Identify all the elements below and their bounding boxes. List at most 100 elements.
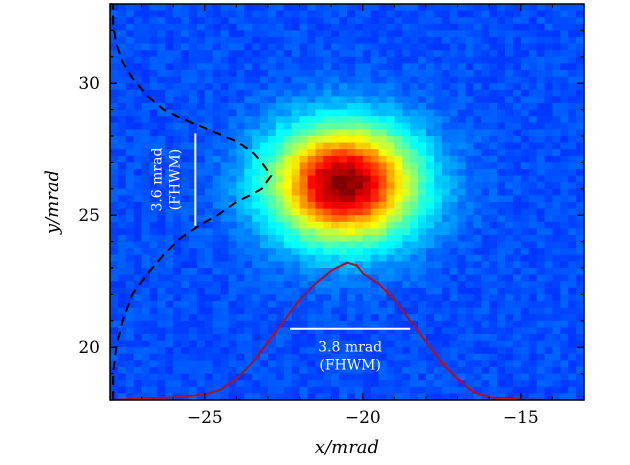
heatmap-cell (568, 103, 577, 111)
heatmap-cell (410, 182, 419, 190)
heatmap-cell (410, 96, 419, 104)
heatmap-cell (331, 83, 340, 91)
heatmap-cell (133, 10, 143, 18)
heatmap-cell (307, 268, 316, 276)
heatmap-cell (505, 63, 514, 71)
heatmap-cell (449, 294, 459, 302)
heatmap-cell (505, 287, 514, 295)
heatmap-cell (441, 169, 451, 177)
heatmap-cell (307, 208, 316, 216)
heatmap-cell (125, 254, 135, 262)
heatmap-cell (568, 248, 577, 256)
heatmap-cell (418, 17, 427, 25)
heatmap-cell (323, 215, 332, 223)
heatmap-cell (410, 353, 419, 361)
heatmap-cell (528, 169, 538, 177)
heatmap-cell (149, 254, 158, 262)
heatmap-cell (315, 89, 324, 97)
heatmap-cell (347, 340, 356, 348)
heatmap-cell (228, 307, 237, 315)
heatmap-cell (133, 30, 143, 38)
heatmap-cell (283, 386, 293, 394)
heatmap-cell (370, 301, 380, 309)
heatmap-cell (315, 129, 324, 137)
heatmap-cell (204, 334, 214, 342)
heatmap-cell (354, 314, 364, 322)
heatmap-cell (157, 314, 166, 322)
heatmap-cell (204, 89, 214, 97)
heatmap-cell (370, 155, 380, 163)
heatmap-cell (489, 327, 498, 335)
heatmap-cell (228, 386, 237, 394)
heatmap-cell (418, 320, 427, 328)
heatmap-cell (244, 301, 253, 309)
heatmap-cell (347, 228, 356, 236)
heatmap-cell (378, 182, 388, 190)
heatmap-cell (449, 162, 459, 170)
heatmap-cell (512, 208, 522, 216)
heatmap-cell (204, 268, 214, 276)
heatmap-cell (331, 274, 340, 282)
heatmap-cell (560, 327, 569, 335)
heatmap-cell (323, 188, 332, 196)
heatmap-cell (394, 380, 403, 388)
heatmap-cell (505, 175, 514, 183)
heatmap-cell (505, 367, 514, 375)
heatmap-cell (117, 221, 127, 229)
heatmap-cell (426, 10, 435, 18)
heatmap-cell (505, 129, 514, 137)
heatmap-cell (141, 103, 151, 111)
heatmap-cell (402, 70, 411, 78)
heatmap-cell (291, 50, 301, 58)
heatmap-cell (283, 17, 293, 25)
heatmap-cell (512, 37, 522, 45)
heatmap-cell (426, 215, 435, 223)
heatmap-cell (497, 4, 506, 12)
heatmap-cell (378, 340, 388, 348)
heatmap-cell (481, 208, 490, 216)
heatmap-cell (568, 235, 577, 243)
heatmap-cell (252, 254, 261, 262)
heatmap-cell (441, 314, 451, 322)
heatmap-cell (212, 241, 222, 249)
heatmap-cell (283, 373, 293, 381)
heatmap-cell (370, 347, 380, 355)
heatmap-cell (315, 294, 324, 302)
heatmap-cell (181, 347, 190, 355)
heatmap-cell (520, 129, 530, 137)
heatmap-cell (544, 380, 553, 388)
heatmap-cell (536, 149, 546, 157)
heatmap-cell (204, 23, 214, 31)
heatmap-cell (433, 129, 443, 137)
heatmap-cell (378, 353, 388, 361)
heatmap-cell (283, 195, 293, 203)
heatmap-cell (386, 287, 395, 295)
heatmap-cell (275, 380, 285, 388)
heatmap-cell (568, 320, 577, 328)
heatmap-cell (426, 129, 435, 137)
heatmap-cell (260, 50, 269, 58)
heatmap-cell (299, 334, 309, 342)
heatmap-cell (173, 347, 182, 355)
heatmap-cell (196, 353, 206, 361)
heatmap-cell (560, 393, 569, 400)
heatmap-cell (228, 37, 237, 45)
heatmap-cell (489, 142, 498, 150)
heatmap-cell (196, 50, 206, 58)
heatmap-cell (441, 175, 451, 183)
heatmap-cell (196, 188, 206, 196)
heatmap-cell (141, 175, 151, 183)
heatmap-cell (449, 360, 459, 368)
heatmap-cell (410, 155, 419, 163)
heatmap-cell (339, 248, 348, 256)
heatmap-cell (512, 136, 522, 144)
heatmap-cell (441, 320, 451, 328)
heatmap-cell (449, 182, 459, 190)
heatmap-cell (125, 155, 135, 163)
heatmap-cell (299, 268, 309, 276)
heatmap-cell (165, 50, 174, 58)
heatmap-cell (244, 347, 253, 355)
heatmap-cell (244, 268, 253, 276)
heatmap-cell (457, 162, 467, 170)
heatmap-cell (181, 228, 190, 236)
